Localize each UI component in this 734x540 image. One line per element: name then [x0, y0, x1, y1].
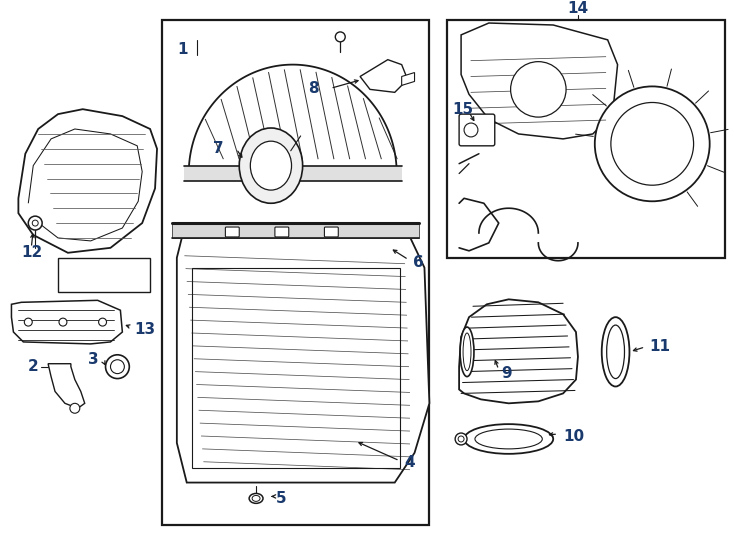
Text: 11: 11 — [650, 339, 670, 354]
Polygon shape — [459, 299, 578, 403]
Ellipse shape — [250, 141, 291, 190]
Ellipse shape — [464, 424, 553, 454]
Circle shape — [32, 220, 38, 226]
Polygon shape — [48, 364, 84, 408]
Circle shape — [111, 360, 124, 374]
Text: 8: 8 — [308, 81, 319, 96]
Ellipse shape — [249, 494, 263, 503]
Circle shape — [464, 123, 478, 137]
Bar — [447, 20, 724, 258]
Bar — [172, 223, 420, 238]
FancyBboxPatch shape — [275, 227, 288, 237]
Text: 14: 14 — [567, 1, 589, 16]
Polygon shape — [401, 72, 415, 85]
Text: 4: 4 — [404, 455, 415, 470]
Polygon shape — [177, 230, 429, 483]
Circle shape — [59, 318, 67, 326]
FancyBboxPatch shape — [459, 114, 495, 146]
Circle shape — [458, 436, 464, 442]
Ellipse shape — [252, 495, 260, 501]
Circle shape — [106, 355, 129, 379]
Circle shape — [335, 32, 345, 42]
Text: 3: 3 — [87, 352, 98, 367]
FancyBboxPatch shape — [324, 227, 338, 237]
Text: 5: 5 — [276, 491, 286, 506]
Ellipse shape — [602, 317, 630, 387]
Circle shape — [70, 403, 80, 413]
Circle shape — [455, 433, 467, 445]
Bar — [184, 166, 401, 181]
Text: 1: 1 — [177, 42, 187, 57]
Polygon shape — [12, 300, 123, 344]
Polygon shape — [461, 23, 617, 139]
Ellipse shape — [607, 325, 625, 379]
Ellipse shape — [239, 128, 302, 203]
Circle shape — [98, 318, 106, 326]
Bar — [162, 20, 429, 525]
Text: 6: 6 — [413, 255, 424, 270]
Text: 12: 12 — [21, 245, 43, 260]
Circle shape — [611, 103, 694, 185]
Circle shape — [595, 86, 710, 201]
Ellipse shape — [460, 327, 474, 376]
Bar — [192, 268, 400, 468]
Polygon shape — [18, 109, 157, 253]
FancyBboxPatch shape — [225, 227, 239, 237]
Text: 13: 13 — [134, 321, 156, 336]
Polygon shape — [58, 258, 150, 292]
Text: 10: 10 — [563, 429, 584, 443]
Ellipse shape — [463, 333, 471, 370]
Text: 7: 7 — [214, 141, 224, 156]
Text: 2: 2 — [27, 359, 38, 374]
Text: 15: 15 — [452, 102, 473, 117]
Polygon shape — [189, 65, 396, 173]
Circle shape — [511, 62, 566, 117]
Ellipse shape — [475, 429, 542, 449]
Polygon shape — [360, 59, 407, 92]
Text: 9: 9 — [502, 366, 512, 381]
Circle shape — [24, 318, 32, 326]
Circle shape — [29, 216, 42, 230]
